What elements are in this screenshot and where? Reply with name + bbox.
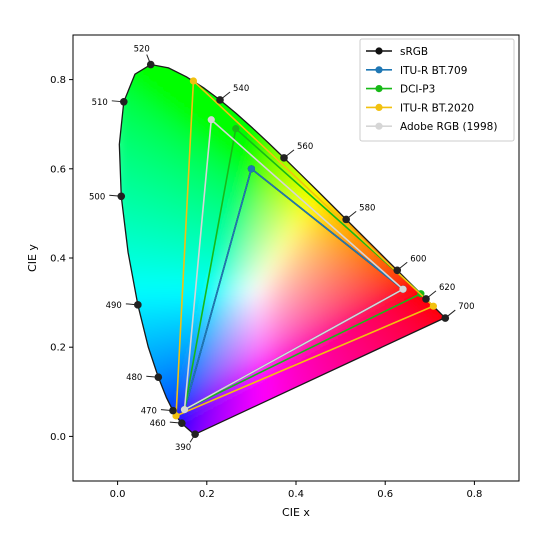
- legend-label: ITU-R BT.709: [400, 65, 467, 77]
- legend-marker: [375, 66, 382, 73]
- legend-label: Adobe RGB (1998): [400, 121, 497, 133]
- x-tick-label: 0.0: [110, 489, 126, 500]
- wavelength-label: 560: [297, 142, 313, 152]
- y-tick-label: 0.8: [50, 75, 66, 86]
- x-axis-title: CIE x: [282, 506, 310, 519]
- y-tick-label: 0.0: [50, 432, 66, 443]
- legend-marker: [375, 47, 382, 54]
- series-point: [399, 286, 406, 293]
- marker-dot: [147, 61, 155, 69]
- series-point: [208, 116, 215, 123]
- y-axis-title: CIE y: [26, 244, 39, 272]
- y-tick-label: 0.2: [50, 343, 66, 354]
- legend-marker: [375, 85, 382, 92]
- x-tick-label: 0.2: [199, 489, 215, 500]
- series-point: [190, 77, 197, 84]
- marker-dot: [134, 301, 142, 309]
- marker-dot: [178, 419, 186, 427]
- wavelength-label: 580: [359, 203, 375, 213]
- wavelength-label: 600: [410, 254, 426, 264]
- marker-dot: [280, 154, 288, 162]
- series-point: [248, 165, 255, 172]
- legend-marker: [375, 104, 382, 111]
- y-tick-label: 0.4: [50, 254, 66, 265]
- wavelength-label: 500: [89, 192, 105, 202]
- marker-dot: [393, 266, 401, 274]
- wavelength-label: 490: [106, 301, 122, 311]
- marker-dot: [191, 430, 199, 438]
- marker-dot: [422, 295, 430, 303]
- legend-label: DCI-P3: [400, 84, 435, 96]
- marker-dot: [342, 216, 350, 224]
- x-tick-label: 0.6: [377, 489, 393, 500]
- marker-dot: [441, 314, 449, 322]
- wavelength-label: 620: [439, 283, 455, 293]
- series-point: [181, 406, 188, 413]
- legend-label: sRGB: [400, 46, 428, 58]
- legend-marker: [375, 123, 382, 130]
- x-tick-label: 0.8: [466, 489, 482, 500]
- x-tick-label: 0.4: [288, 489, 304, 500]
- y-tick-label: 0.6: [50, 164, 66, 175]
- wavelength-label: 540: [233, 84, 249, 94]
- wavelength-label: 390: [175, 443, 191, 453]
- wavelength-label: 460: [150, 419, 166, 429]
- legend-label: ITU-R BT.2020: [400, 102, 474, 114]
- marker-dot: [117, 192, 125, 200]
- wavelength-label: 520: [134, 45, 150, 55]
- wavelength-label: 480: [126, 373, 142, 383]
- wavelength-label: 700: [458, 302, 474, 312]
- series-point: [232, 125, 239, 132]
- wavelength-label: 510: [92, 98, 108, 108]
- marker-dot: [120, 98, 128, 106]
- series-point: [430, 303, 437, 310]
- marker-dot: [169, 407, 177, 415]
- wavelength-label: 470: [141, 407, 157, 417]
- marker-dot: [155, 373, 163, 381]
- legend: sRGB ITU-R BT.709 DCI-P3 ITU-R BT.2020 Adobe…: [360, 39, 514, 141]
- marker-dot: [216, 96, 224, 104]
